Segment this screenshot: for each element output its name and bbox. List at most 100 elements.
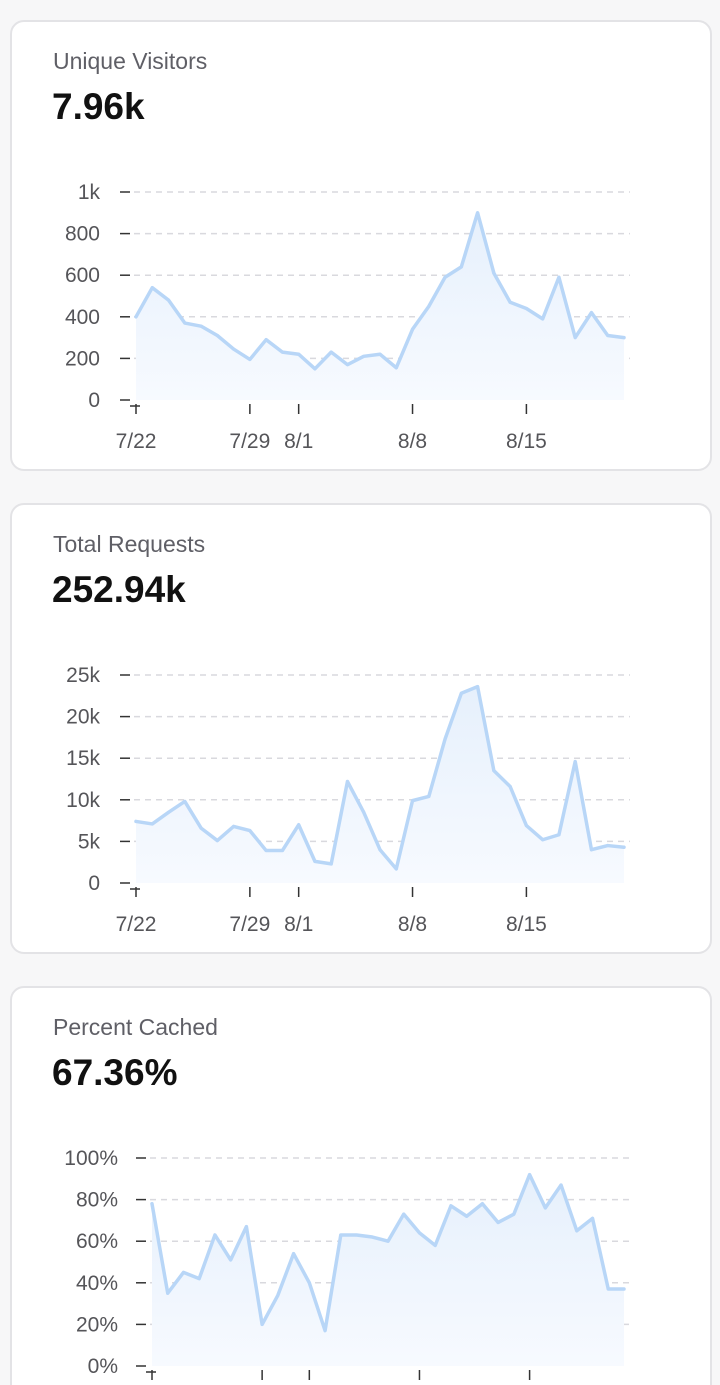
data-point — [541, 838, 545, 842]
y-tick-label: 20% — [76, 1313, 118, 1336]
data-point — [480, 1202, 484, 1206]
data-point — [606, 334, 610, 338]
data-point — [150, 1202, 154, 1206]
data-point — [362, 354, 366, 358]
data-point — [417, 1231, 421, 1235]
card-value: 67.36% — [52, 1052, 178, 1093]
y-tick-label: 0 — [88, 389, 100, 412]
data-point — [197, 1277, 201, 1281]
data-point — [443, 737, 447, 741]
data-point — [166, 1291, 170, 1295]
data-point — [199, 826, 203, 830]
y-tick-label: 10k — [66, 789, 100, 812]
data-point — [508, 300, 512, 304]
data-point — [606, 1287, 610, 1291]
card-title: Unique Visitors — [53, 48, 208, 74]
data-point — [199, 324, 203, 328]
data-point — [215, 839, 219, 843]
data-point — [150, 822, 154, 826]
data-point — [264, 849, 268, 853]
data-point — [181, 1270, 185, 1274]
data-point — [248, 357, 252, 361]
data-point — [292, 1252, 296, 1256]
card-title: Total Requests — [53, 531, 206, 557]
card-value: 7.96k — [52, 86, 145, 127]
data-point — [280, 350, 284, 354]
data-point — [313, 859, 317, 863]
total-requests-card: Total Requests 252.94k 0 5k 10k 15k 20k 25k 7/… — [10, 503, 712, 954]
x-tick-label: 7/29 — [229, 430, 270, 453]
data-point — [329, 862, 333, 866]
data-point — [232, 824, 236, 828]
data-point — [476, 685, 480, 689]
data-point — [213, 1233, 217, 1237]
data-point — [386, 1239, 390, 1243]
y-tick-label: 400 — [65, 306, 100, 329]
data-point — [264, 338, 268, 342]
data-point — [297, 352, 301, 356]
data-point — [433, 1243, 437, 1247]
data-point — [215, 334, 219, 338]
x-tick-label: 8/15 — [506, 430, 547, 453]
y-tick-label: 20k — [66, 706, 100, 729]
data-point — [512, 1212, 516, 1216]
data-point — [345, 779, 349, 783]
data-point — [244, 1225, 248, 1229]
data-point — [183, 321, 187, 325]
y-tick-label: 60% — [76, 1230, 118, 1253]
data-point — [508, 784, 512, 788]
data-point — [297, 823, 301, 827]
data-point — [378, 848, 382, 852]
data-point — [589, 848, 593, 852]
data-point — [167, 810, 171, 814]
y-tick-label: 100% — [64, 1147, 118, 1170]
card-value: 252.94k — [52, 569, 186, 610]
y-tick-label: 80% — [76, 1189, 118, 1212]
data-point — [476, 211, 480, 215]
data-point — [559, 1183, 563, 1187]
unique-visitors-chart: 0 200 400 600 800 1k 7/22 7/29 8/1 8/8 8/15 — [65, 181, 630, 453]
y-tick-label: 0% — [88, 1355, 118, 1378]
y-tick-label: 600 — [65, 264, 100, 287]
y-tick-label: 1k — [78, 181, 101, 204]
y-tick-label: 40% — [76, 1272, 118, 1295]
y-tick-label: 800 — [65, 223, 100, 246]
data-point — [134, 315, 138, 319]
data-point — [496, 1220, 500, 1224]
data-point — [323, 1329, 327, 1333]
data-point — [150, 286, 154, 290]
data-point — [573, 336, 577, 340]
data-point — [524, 824, 528, 828]
data-point — [394, 867, 398, 871]
data-point — [573, 760, 577, 764]
data-point — [402, 1212, 406, 1216]
series-area — [136, 212, 624, 400]
x-tick-label: 8/15 — [506, 913, 547, 936]
y-tick-label: 15k — [66, 747, 100, 770]
data-point — [459, 265, 463, 269]
data-point — [370, 1235, 374, 1239]
data-point — [362, 810, 366, 814]
data-point — [248, 829, 252, 833]
x-tick-label: 8/8 — [398, 430, 427, 453]
data-point — [557, 275, 561, 279]
data-point — [345, 363, 349, 367]
data-point — [591, 1216, 595, 1220]
data-point — [329, 350, 333, 354]
data-point — [313, 367, 317, 371]
x-tick-label: 7/22 — [116, 913, 157, 936]
data-point — [232, 347, 236, 351]
data-point — [459, 691, 463, 695]
data-point — [528, 1173, 532, 1177]
data-point — [449, 1204, 453, 1208]
data-point — [492, 769, 496, 773]
data-point — [260, 1322, 264, 1326]
percent-cached-card: Percent Cached 67.36% 0% 20% 40% 60% 80% 100%… — [10, 986, 712, 1385]
y-tick-label: 25k — [66, 664, 100, 687]
data-point — [543, 1206, 547, 1210]
data-point — [622, 1287, 626, 1291]
data-point — [465, 1214, 469, 1218]
card-title: Percent Cached — [53, 1014, 218, 1040]
data-point — [276, 1293, 280, 1297]
data-point — [378, 352, 382, 356]
